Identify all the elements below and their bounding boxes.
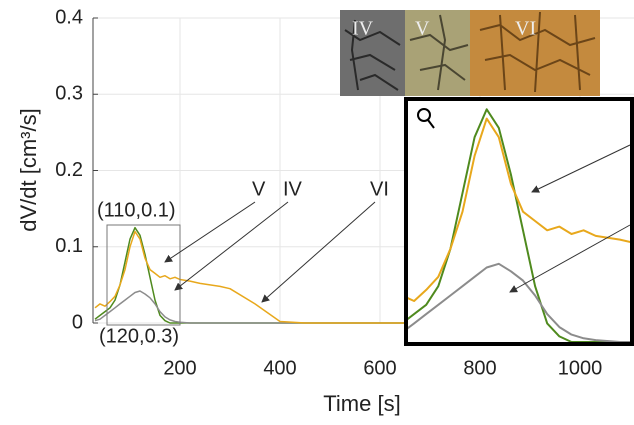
x-tick-label: 1000: [558, 357, 603, 379]
x-tick-label: 200: [163, 357, 196, 379]
y-tick-label: 0.4: [55, 6, 83, 28]
arrow: [164, 201, 256, 263]
photos: IV V VI: [340, 10, 600, 96]
series-label: VI: [370, 178, 389, 200]
annotation: (120,0.3): [99, 325, 179, 347]
series-label: IV: [283, 178, 303, 200]
x-tick-label: 600: [363, 357, 396, 379]
photo-v: [405, 10, 470, 96]
magnifier-icon: [417, 108, 431, 122]
inset-bg: [406, 99, 632, 344]
inset-frame: [404, 97, 634, 346]
series-line: [408, 262, 634, 343]
series-line: [94, 290, 630, 324]
y-tick-label: 0.2: [55, 159, 83, 181]
x-tick-label: 400: [263, 357, 296, 379]
photo-label: IV: [352, 18, 374, 40]
photo-iv: [340, 10, 405, 96]
arrow: [174, 201, 289, 291]
y-tick-label: 0.1: [55, 235, 83, 257]
series-line: [94, 230, 630, 324]
series-line: [408, 117, 634, 302]
x-axis-label: Time [s]: [323, 391, 400, 416]
x-tick-label: 800: [463, 357, 496, 379]
arrow: [509, 224, 631, 293]
photo-label: V: [415, 18, 430, 40]
arrow: [531, 144, 631, 193]
magnifier-icon: [427, 119, 435, 129]
zoom-box: [106, 224, 181, 326]
photo-label: VI: [515, 18, 536, 40]
y-axis-label: dV/dt [cm³/s]: [16, 108, 41, 231]
series-line: [408, 108, 634, 343]
y-tick-label: 0.3: [55, 83, 83, 105]
arrow: [261, 201, 376, 303]
annotation: (110,0.1): [97, 199, 176, 221]
series-label: V: [252, 178, 266, 200]
y-tick-label: 0: [72, 311, 83, 333]
